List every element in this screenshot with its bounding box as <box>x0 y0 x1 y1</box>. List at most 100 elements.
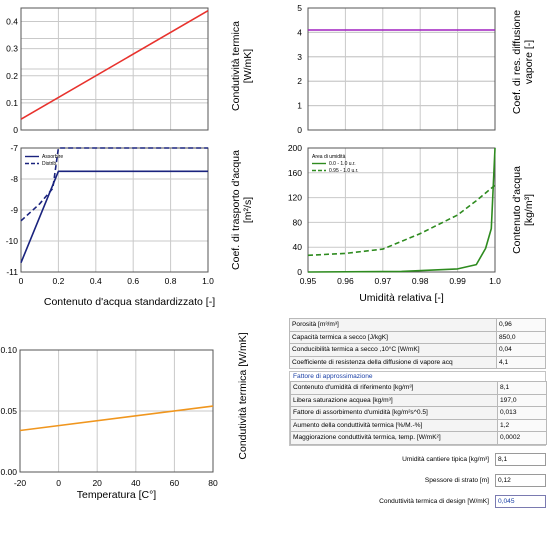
ms-y-axis-label: Contenuto d'acqua[kg/m³] <box>511 166 535 254</box>
tt-y-axis-label: Condutività termica [W/mK] <box>237 332 249 459</box>
wt-xtick-label: 0.8 <box>165 276 177 286</box>
wt-plot-frame <box>20 147 209 273</box>
wt-ytick-label: -8 <box>10 174 18 184</box>
property-label: Aumento della conduttività termica [%/M.… <box>290 418 498 432</box>
vd-y-axis-label: Coef. di res. diffusionevapore [-] <box>511 10 535 114</box>
tc-series-1 <box>20 10 209 120</box>
approximation-factor-group: Fattore di approssimazione Contenuto d'u… <box>289 371 547 446</box>
property-label: Porosità [m³/m³] <box>289 318 497 332</box>
design-input-label: Umidità cantiere tipica [kg/m³] <box>402 456 489 463</box>
wt-x-axis-label: Contenuto d'acqua standardizzato [-] <box>44 296 215 308</box>
design-input-label: Spessore di strato [m] <box>424 477 489 484</box>
property-label: Libera saturazione acquea [kg/m³] <box>290 393 498 407</box>
approximation-factor-title: Fattore di approssimazione <box>290 372 545 381</box>
tt-xtick-label: 0 <box>56 478 61 488</box>
wt-series-2 <box>20 147 208 222</box>
tc-ytick-label: 0.3 <box>6 44 18 54</box>
property-value: 4,1 <box>496 355 546 369</box>
base-properties-table: Porosità [m³/m³] 0,96 Capacità termica a s… <box>289 318 546 369</box>
tt-plot-frame <box>19 349 214 473</box>
vd-y-axis-label-line: Coef. di res. diffusione <box>511 10 523 114</box>
property-row: Coefficiente di resistenza della diffusi… <box>289 355 546 369</box>
tt-series-1 <box>19 405 214 432</box>
property-row: Conducibilità termica a secco ,10°C [W/m… <box>289 343 546 357</box>
wt-xtick-label: 0 <box>19 276 24 286</box>
ms-ytick-label: 200 <box>288 143 302 153</box>
wt-xtick-label: 0.2 <box>52 276 64 286</box>
wt-y-axis-label: Coef. di trasporto d'acqua[m²/s] <box>230 150 254 270</box>
design-input-field[interactable]: 8,1 <box>495 453 546 466</box>
property-value: 850,0 <box>496 330 546 344</box>
property-row: Maggiorazione conduttività termica, temp… <box>290 431 547 445</box>
ms-xtick-label: 0.98 <box>412 276 429 286</box>
wt-y-axis-label-line: [m²/s] <box>242 197 254 223</box>
ms-xtick-label: 1.0 <box>489 276 501 286</box>
wt-ytick-label: -11 <box>6 267 18 277</box>
ms-y-axis-label-line: [kg/m³] <box>523 194 535 226</box>
ms-x-axis-label: Umidità relativa [-] <box>359 292 444 304</box>
ms-xtick-label: 0.97 <box>375 276 392 286</box>
wt-series-1 <box>20 170 208 264</box>
ms-ytick-label: 160 <box>288 168 302 178</box>
wt-ytick-label: -7 <box>10 143 18 153</box>
property-row: Aumento della conduttività termica [%/M.… <box>290 418 547 432</box>
vd-plot-frame <box>307 7 496 131</box>
design-input-label: Conduttività termica di design [W/mK] <box>379 498 489 505</box>
approximation-table: Contenuto d'umidità di riferimento [kg/m… <box>290 381 547 445</box>
tc-y-axis-label-line: Condutività termica <box>230 21 242 111</box>
ms-ytick-label: 0 <box>297 267 302 277</box>
property-label: Fattore di assorbimento d'umidità [kg/m²… <box>290 406 498 420</box>
wt-legend-entry: Assorbire <box>42 154 63 160</box>
wt-ytick-label: -10 <box>6 236 19 246</box>
tc-plot-frame <box>20 7 209 131</box>
design-inputs: Umidità cantiere tipica [kg/m³] 8,1 Spesso… <box>289 452 546 510</box>
design-input-row: Umidità cantiere tipica [kg/m³] 8,1 <box>289 452 546 468</box>
ms-series-1 <box>307 147 496 273</box>
property-value: 0,0002 <box>497 431 547 445</box>
property-row: Libera saturazione acquea [kg/m³] 197,0 <box>290 393 547 407</box>
property-row: Capacità termica a secco [J/kgK] 850,0 <box>289 330 546 344</box>
ms-ytick-label: 80 <box>293 217 303 227</box>
tc-ytick-label: 0 <box>13 125 18 135</box>
ms-y-axis-label-line: Contenuto d'acqua <box>511 166 523 254</box>
property-row: Contenuto d'umidità di riferimento [kg/m… <box>290 381 547 395</box>
wt-xtick-label: 0.4 <box>90 276 102 286</box>
property-value: 1,2 <box>497 418 547 432</box>
design-input-row: Spessore di strato [m] 0,12 <box>289 473 546 489</box>
ms-ytick-label: 40 <box>293 242 303 252</box>
tc-ytick-label: 0.4 <box>6 17 18 27</box>
property-row: Porosità [m³/m³] 0,96 <box>289 318 546 332</box>
property-value: 197,0 <box>497 393 547 407</box>
design-conductivity-field[interactable]: 0,045 <box>495 495 546 508</box>
tt-ytick-label: 0.10 <box>0 345 17 355</box>
ms-legend-entry: 0.95 - 1.0 u.r. <box>329 168 358 174</box>
tc-ytick-label: 0.2 <box>6 71 18 81</box>
property-label: Conducibilità termica a secco ,10°C [W/m… <box>289 343 497 357</box>
wt-xtick-label: 1.0 <box>202 276 214 286</box>
ms-legend-title: Area di umidità <box>312 154 346 160</box>
property-value: 0,96 <box>496 318 546 332</box>
vd-ytick-label: 4 <box>297 27 302 37</box>
wt-xtick-label: 0.6 <box>127 276 139 286</box>
tt-xtick-label: 40 <box>131 478 141 488</box>
vd-ytick-label: 3 <box>297 52 302 62</box>
tt-xtick-label: 20 <box>92 478 102 488</box>
wt-ytick-label: -9 <box>10 205 18 215</box>
ms-legend-entry: 0.0 - 1.0 u.r. <box>329 161 356 167</box>
design-input-field[interactable]: 0,12 <box>495 474 546 487</box>
ms-ytick-label: 120 <box>288 193 302 203</box>
property-row: Fattore di assorbimento d'umidità [kg/m²… <box>290 406 547 420</box>
property-label: Contenuto d'umidità di riferimento [kg/m… <box>290 381 498 395</box>
tc-y-axis-label: Condutività termica[W/mK] <box>230 21 254 111</box>
tt-xtick-label: -20 <box>14 478 27 488</box>
property-label: Maggiorazione conduttività termica, temp… <box>290 431 498 445</box>
vd-ytick-label: 0 <box>297 125 302 135</box>
vd-ytick-label: 1 <box>297 101 302 111</box>
vd-ytick-label: 5 <box>297 3 302 13</box>
ms-xtick-label: 0.96 <box>337 276 354 286</box>
vd-y-axis-label-line: vapore [-] <box>523 40 535 84</box>
tt-ytick-label: 0.00 <box>0 467 17 477</box>
tc-y-axis-label-line: [W/mK] <box>242 49 254 83</box>
tt-xtick-label: 60 <box>170 478 180 488</box>
